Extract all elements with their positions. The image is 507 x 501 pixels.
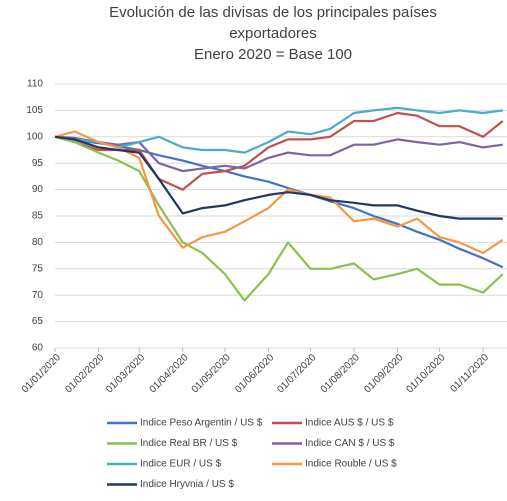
series-line — [54, 135, 504, 302]
y-tick-label: 90 — [32, 184, 44, 195]
series-line — [54, 130, 504, 255]
x-tick-label: 01/11/2020 — [448, 352, 491, 395]
y-tick-label: 80 — [32, 237, 44, 248]
series-line — [54, 135, 503, 173]
y-tick-label: 110 — [27, 79, 43, 90]
y-tick-label: 65 — [32, 316, 44, 327]
series-line — [54, 135, 504, 269]
x-tick-label: 01/01/2020 — [20, 352, 63, 395]
x-tick-label: 01/08/2020 — [319, 352, 362, 395]
legend-label: Indice Hryvnia / US $ — [140, 479, 234, 490]
y-tick-label: 75 — [32, 263, 44, 274]
chart-title: Evolución de las divisas de los principa… — [109, 4, 437, 42]
series-line — [54, 135, 503, 220]
x-tick-label: 01/07/2020 — [275, 352, 318, 395]
series-line — [54, 106, 503, 154]
y-tick-label: 60 — [32, 343, 44, 354]
x-tick-label: 01/10/2020 — [404, 352, 447, 395]
legend-label: Indice CAN $ / US $ — [305, 438, 395, 449]
legend-label: Indice Peso Argentin / US $ — [140, 418, 263, 429]
y-tick-label: 85 — [32, 211, 44, 222]
series-line — [54, 111, 504, 191]
legend-label: Indice EUR / US $ — [140, 459, 222, 470]
y-tick-label: 100 — [26, 131, 43, 142]
y-tick-label: 95 — [32, 158, 44, 169]
legend-label: Indice Rouble / US $ — [305, 459, 397, 470]
x-tick-label: 01/06/2020 — [233, 352, 276, 395]
x-tick-label: 01/02/2020 — [63, 352, 106, 395]
legend-label: Indice AUS $ / US $ — [305, 418, 394, 429]
y-tick-label: 105 — [26, 105, 43, 116]
x-tick-label: 01/05/2020 — [190, 352, 233, 395]
y-tick-label: 70 — [32, 290, 44, 301]
x-tick-label: 01/09/2020 — [362, 352, 405, 395]
chart-subtitle: Enero 2020 = Base 100 — [193, 46, 353, 63]
x-tick-label: 01/03/2020 — [104, 352, 147, 395]
x-tick-label: 01/04/2020 — [148, 352, 191, 395]
legend-label: Indice Real BR / US $ — [140, 438, 238, 449]
